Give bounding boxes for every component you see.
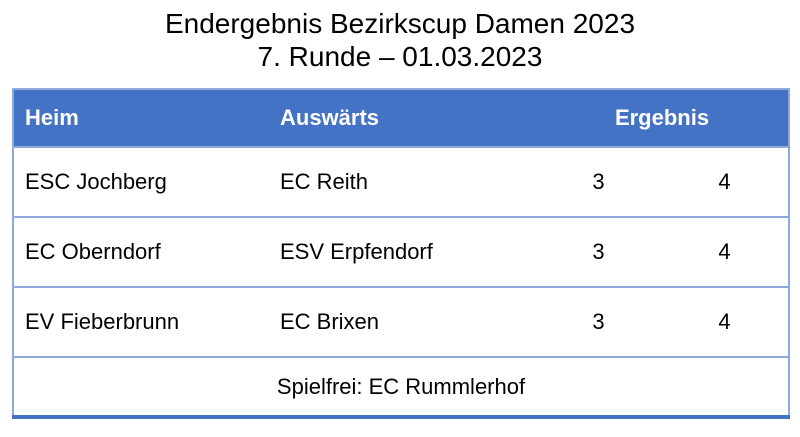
spielfrei-cell: Spielfrei: EC Rummlerhof <box>276 373 526 399</box>
title-block: Endergebnis Bezirkscup Damen 2023 7. Run… <box>0 7 800 73</box>
table-row: EC Oberndorf ESV Erpfendorf 3 4 <box>13 217 790 287</box>
home-score-cell: 3 <box>592 169 605 194</box>
away-score-cell: 4 <box>718 239 731 264</box>
table-row: ESC Jochberg EC Reith 3 4 <box>13 147 790 217</box>
header-row: Heim Auswärts Ergebnis <box>13 89 790 147</box>
away-team-cell: EC Reith <box>280 169 369 194</box>
away-team-cell: EC Brixen <box>280 309 380 334</box>
header-cell-heim: Heim <box>13 89 269 147</box>
home-team-cell: EV Fieberbrunn <box>25 309 180 334</box>
results-table: Heim Auswärts Ergebnis ESC Jochberg EC R… <box>12 88 791 419</box>
table-row: EV Fieberbrunn EC Brixen 3 4 <box>13 287 790 357</box>
spielfrei-row: Spielfrei: EC Rummlerhof <box>13 357 790 417</box>
away-team-cell: ESV Erpfendorf <box>280 239 433 264</box>
home-team-cell: EC Oberndorf <box>25 239 161 264</box>
header-cell-auswaerts: Auswärts <box>269 89 536 147</box>
page-title: Endergebnis Bezirkscup Damen 2023 <box>164 8 636 39</box>
home-score-cell: 3 <box>592 239 605 264</box>
header-cell-ergebnis: Ergebnis <box>536 89 790 147</box>
page-subtitle: 7. Runde – 01.03.2023 <box>257 41 543 72</box>
away-score-cell: 4 <box>718 169 731 194</box>
home-team-cell: ESC Jochberg <box>25 169 167 194</box>
away-score-cell: 4 <box>718 309 731 334</box>
home-score-cell: 3 <box>592 309 605 334</box>
